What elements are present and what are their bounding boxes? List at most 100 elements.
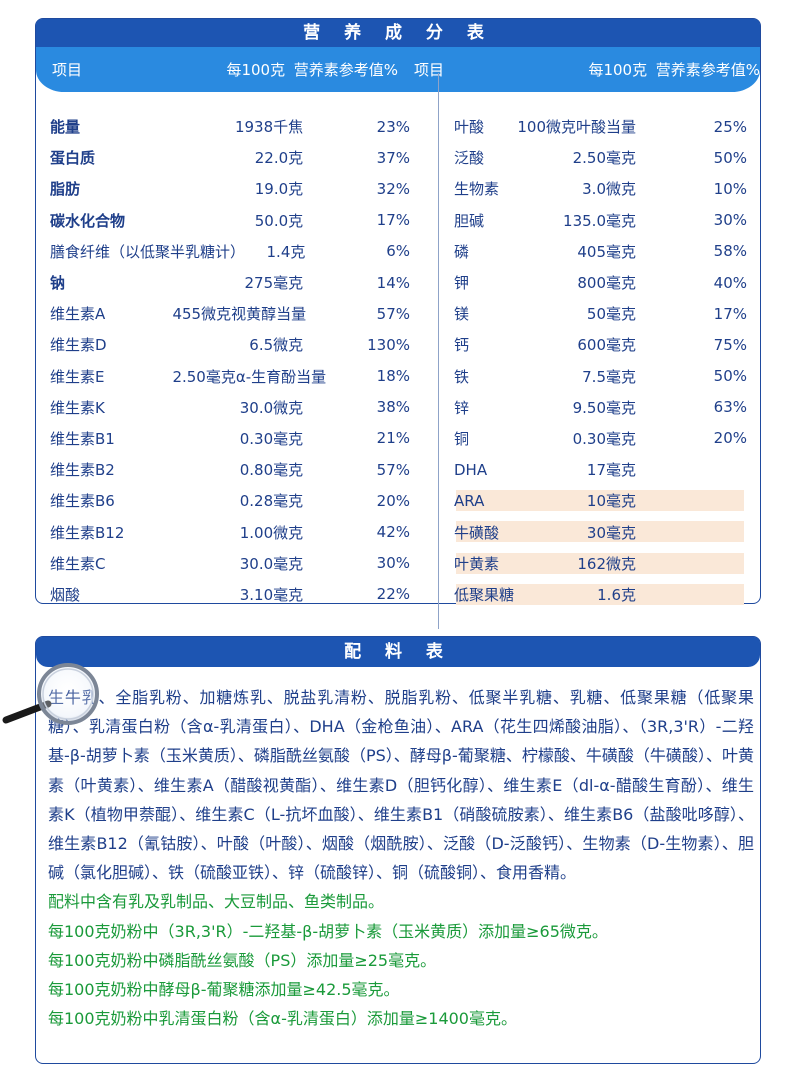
header-per100-right: 每100克 [588, 61, 648, 79]
nutrition-amount: 135.0毫克 [563, 211, 636, 230]
nutrition-amount: 162微克 [577, 554, 636, 573]
nutrition-amount: 800毫克 [577, 274, 636, 293]
nutrition-row: 低聚果糖 1.6克 [454, 579, 790, 610]
nutrition-name: 烟酸 [50, 585, 81, 604]
row-highlight [456, 552, 744, 574]
nutrition-amount: 3.0微克 [582, 180, 636, 199]
nutrition-name: 维生素D [50, 336, 107, 355]
ingredient-note: 每100克奶粉中（3R,3'R）-二羟基-β-胡萝卜素（玉米黄质）添加量≥65微… [48, 921, 608, 941]
row-highlight [456, 521, 744, 543]
nutrition-row: 维生素B1 0.30毫克 21% [50, 423, 410, 454]
nutrition-name: ARA [454, 491, 485, 510]
nutrition-amount: 1.4克 [266, 242, 306, 261]
nutrition-row: 锌 9.50毫克 63% [454, 392, 790, 423]
ingredient-note: 每100克奶粉中乳清蛋白粉（含α-乳清蛋白）添加量≥1400毫克。 [48, 1009, 517, 1029]
nutrition-name: 铜 [454, 429, 470, 448]
nutrition-row: 维生素A 455微克视黄醇当量 57% [50, 298, 410, 329]
header-item-right: 项目 [414, 61, 445, 79]
nutrition-nrv: 17% [713, 304, 747, 323]
nutrition-nrv: 57% [376, 460, 410, 479]
header-nrv-right: 营养素参考值% [655, 61, 760, 79]
nutrition-name: 镁 [454, 305, 470, 324]
nutrition-nrv: 30% [376, 554, 410, 573]
nutrition-name: 牛磺酸 [454, 523, 500, 542]
nutrition-nrv: 50% [713, 148, 747, 167]
nutrition-amount: 50.0克 [254, 211, 304, 230]
nutrition-amount: 1.6克 [597, 585, 636, 604]
nutrition-nrv: 21% [376, 429, 410, 448]
nutrition-name: 低聚果糖 [454, 585, 515, 604]
nutrition-row: 铜 0.30毫克 20% [454, 423, 790, 454]
nutrition-row: 牛磺酸 30毫克 [454, 516, 790, 547]
nutrition-name: 叶酸 [454, 118, 485, 137]
nutrition-nrv: 130% [367, 335, 410, 354]
nutrition-amount: 50毫克 [586, 305, 636, 324]
nutrition-amount: 600毫克 [577, 336, 636, 355]
nutrition-panel: 营 养 成 分 表 项目 每100克 营养素参考值% 项目 每100克 营养素参… [35, 18, 761, 605]
nutrition-name: 磷 [454, 242, 470, 261]
nutrition-amount: 2.50毫克α-生育酚当量 [172, 367, 327, 386]
nutrition-row: 维生素E 2.50毫克α-生育酚当量 18% [50, 361, 410, 392]
nutrition-amount: 30毫克 [586, 523, 636, 542]
nutrition-title: 营 养 成 分 表 [36, 19, 760, 47]
nutrition-row: 维生素K 30.0微克 38% [50, 392, 410, 423]
nutrition-nrv: 63% [713, 398, 747, 417]
nutrition-row: DHA 17毫克 [454, 454, 790, 485]
nutrition-row: 维生素C 30.0毫克 30% [50, 548, 410, 579]
ingredient-note: 配料中含有乳及乳制品、大豆制品、鱼类制品。 [48, 892, 385, 912]
nutrition-name: 维生素E [50, 367, 105, 386]
nutrition-amount: 3.10毫克 [239, 585, 304, 604]
nutrition-name: DHA [454, 460, 488, 479]
nutrition-name: 钙 [454, 336, 470, 355]
nutrition-right-column: 叶酸 100微克叶酸当量 25% 泛酸 2.50毫克 50% 生物素 3.0微克 10% 胆碱 13… [454, 111, 790, 610]
ingredient-note: 每100克奶粉中磷脂酰丝氨酸（PS）添加量≥25毫克。 [48, 950, 437, 970]
nutrition-header-row: 项目 每100克 营养素参考值% 项目 每100克 营养素参考值% [36, 47, 760, 92]
ingredient-note: 每100克奶粉中酵母β-葡聚糖添加量≥42.5毫克。 [48, 980, 400, 1000]
header-per100: 每100克 [226, 61, 286, 79]
nutrition-nrv: 38% [376, 398, 410, 417]
nutrition-nrv: 14% [376, 273, 410, 292]
nutrition-nrv: 20% [376, 491, 410, 510]
nutrition-amount: 455微克视黄醇当量 [172, 305, 307, 324]
nutrition-name: 膳食纤维（以低聚半乳糖计） [50, 242, 246, 261]
nutrition-row: 烟酸 3.10毫克 22% [50, 579, 410, 610]
nutrition-row: 胆碱 135.0毫克 30% [454, 205, 790, 236]
nutrition-row: ARA 10毫克 [454, 485, 790, 516]
nutrition-amount: 7.5毫克 [582, 367, 636, 386]
nutrition-row: 铁 7.5毫克 50% [454, 361, 790, 392]
nutrition-amount: 6.5微克 [249, 336, 304, 355]
nutrition-nrv: 6% [386, 242, 410, 261]
nutrition-amount: 405毫克 [577, 242, 636, 261]
nutrition-left-column: 能量 1938千焦 23% 蛋白质 22.0克 37% 脂肪 19.0克 32% 碳水化合物 50.… [50, 111, 410, 610]
row-highlight [456, 583, 744, 605]
nutrition-name: 维生素B1 [50, 429, 115, 448]
nutrition-name: 铁 [454, 367, 470, 386]
nutrition-amount: 30.0毫克 [239, 554, 304, 573]
nutrition-row: 维生素B6 0.28毫克 20% [50, 485, 410, 516]
ingredients-panel: 配 料 表 生牛乳、全脂乳粉、加糖炼乳、脱盐乳清粉、脱脂乳粉、低聚半乳糖、乳糖、… [35, 636, 761, 1064]
nutrition-name: 维生素B6 [50, 492, 115, 511]
ingredients-notes: 配料中含有乳及乳制品、大豆制品、鱼类制品。每100克奶粉中（3R,3'R）-二羟… [48, 887, 754, 1033]
nutrition-name: 维生素K [50, 398, 105, 417]
nutrition-row: 钙 600毫克 75% [454, 329, 790, 360]
nutrition-row: 泛酸 2.50毫克 50% [454, 142, 790, 173]
nutrition-amount: 17毫克 [586, 461, 636, 480]
nutrition-nrv: 17% [376, 211, 410, 230]
ingredients-title: 配 料 表 [36, 637, 760, 667]
nutrition-nrv: 10% [713, 179, 747, 198]
nutrition-nrv: 57% [376, 304, 410, 323]
nutrition-row: 生物素 3.0微克 10% [454, 173, 790, 204]
nutrition-nrv: 18% [376, 367, 410, 386]
row-highlight [456, 490, 744, 512]
nutrition-nrv: 58% [713, 242, 747, 261]
nutrition-amount: 0.28毫克 [239, 492, 304, 511]
nutrition-name: 钾 [454, 274, 470, 293]
nutrition-name: 维生素C [50, 554, 106, 573]
nutrition-row: 叶酸 100微克叶酸当量 25% [454, 111, 790, 142]
nutrition-row: 维生素D 6.5微克 130% [50, 329, 410, 360]
nutrition-row: 膳食纤维（以低聚半乳糖计） 1.4克 6% [50, 236, 410, 267]
nutrition-name: 蛋白质 [50, 149, 96, 168]
magnifier-icon [2, 663, 99, 725]
nutrition-row: 钾 800毫克 40% [454, 267, 790, 298]
ingredients-text: 生牛乳、全脂乳粉、加糖炼乳、脱盐乳清粉、脱脂乳粉、低聚半乳糖、乳糖、低聚果糖（低… [48, 688, 754, 883]
